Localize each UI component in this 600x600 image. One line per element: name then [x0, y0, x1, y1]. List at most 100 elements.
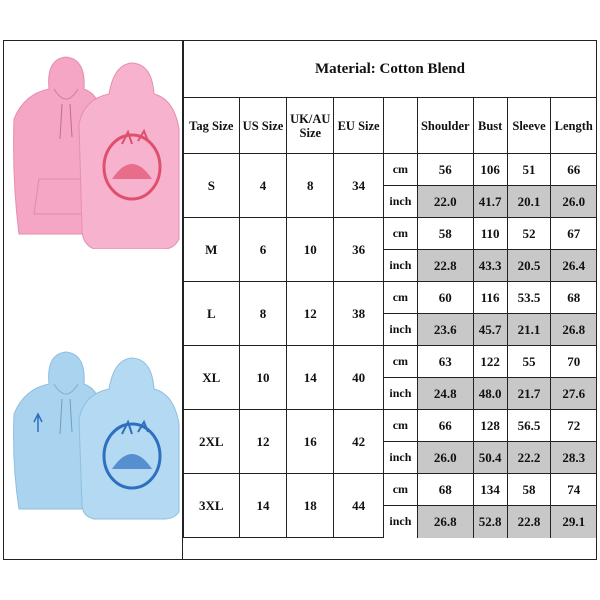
column-header	[382, 97, 418, 154]
column-header: UK/AU Size	[286, 97, 335, 154]
unit-label: cm	[382, 473, 418, 506]
column-header: Tag Size	[183, 97, 240, 154]
inch-value: 26.8	[550, 313, 596, 346]
inch-value: 21.1	[506, 313, 552, 346]
cm-value: 122	[472, 345, 508, 378]
inch-value: 29.1	[550, 505, 596, 538]
cm-value: 58	[506, 473, 552, 506]
inch-value: 21.7	[506, 377, 552, 410]
unit-label: inch	[382, 185, 418, 218]
cm-value: 66	[416, 409, 474, 442]
inch-value: 22.8	[416, 249, 474, 282]
size-chart: Material: Cotton Blend Tag Size US Size UK…	[3, 40, 597, 560]
cm-value: 56	[416, 153, 474, 186]
column-header: Bust	[472, 97, 508, 154]
product-images	[4, 41, 183, 559]
inch-value: 22.2	[506, 441, 552, 474]
column-header: Sleeve	[506, 97, 552, 154]
cm-value: 68	[550, 281, 596, 314]
tag-size: 3XL	[183, 473, 240, 538]
column-header: Shoulder	[416, 97, 474, 154]
cm-value: 106	[472, 153, 508, 186]
inch-value: 22.0	[416, 185, 474, 218]
unit-label: cm	[382, 281, 418, 314]
cm-value: 116	[472, 281, 508, 314]
column-header: EU Size	[333, 97, 384, 154]
cm-value: 55	[506, 345, 552, 378]
eu-size: 38	[333, 281, 384, 346]
uk-size: 18	[286, 473, 335, 538]
tag-size: M	[183, 217, 240, 282]
table-row: M 6 10 36 cm 58 110 52 67	[183, 217, 596, 282]
us-size: 10	[238, 345, 288, 410]
inch-value: 28.3	[550, 441, 596, 474]
table-row: inch 22.8 43.3 20.5 26.4	[184, 249, 596, 282]
inch-value: 23.6	[416, 313, 474, 346]
us-size: 14	[238, 473, 288, 538]
inch-value: 26.0	[550, 185, 596, 218]
tag-size: S	[183, 153, 240, 218]
inch-value: 26.8	[416, 505, 474, 538]
table-row: L 8 12 38 cm 60 116 53.5 68	[183, 281, 596, 346]
table-row: inch 24.8 48.0 21.7 27.6	[184, 377, 596, 410]
table-row: inch 23.6 45.7 21.1 26.8	[184, 313, 596, 346]
unit-label: inch	[382, 441, 418, 474]
cm-value: 70	[550, 345, 596, 378]
blue-hoodie-image	[13, 351, 180, 520]
table-row: 2XL 12 16 42 cm 66 128 56.5 72	[183, 409, 596, 474]
cm-value: 58	[416, 217, 474, 250]
uk-size: 12	[286, 281, 335, 346]
cm-value: 51	[506, 153, 552, 186]
cm-value: 110	[472, 217, 508, 250]
us-size: 6	[238, 217, 288, 282]
unit-label: inch	[382, 249, 418, 282]
us-size: 8	[238, 281, 288, 346]
inch-value: 50.4	[472, 441, 508, 474]
cm-value: 68	[416, 473, 474, 506]
inch-value: 22.8	[506, 505, 552, 538]
inch-value: 20.1	[506, 185, 552, 218]
us-size: 12	[238, 409, 288, 474]
table-row: inch 26.0 50.4 22.2 28.3	[184, 441, 596, 474]
eu-size: 42	[333, 409, 384, 474]
inch-value: 26.0	[416, 441, 474, 474]
pink-hoodie-image	[13, 56, 180, 249]
unit-label: cm	[382, 345, 418, 378]
table-row: 3XL 14 18 44 cm 68 134 58 74	[183, 473, 596, 538]
us-size: 4	[238, 153, 288, 218]
table-row: inch 22.0 41.7 20.1 26.0	[184, 185, 596, 218]
cm-value: 72	[550, 409, 596, 442]
table-row: inch 26.8 52.8 22.8 29.1	[184, 505, 596, 538]
inch-value: 41.7	[472, 185, 508, 218]
size-table: Material: Cotton Blend Tag Size US Size UK…	[183, 41, 596, 538]
cm-value: 134	[472, 473, 508, 506]
inch-value: 48.0	[472, 377, 508, 410]
inch-value: 43.3	[472, 249, 508, 282]
eu-size: 36	[333, 217, 384, 282]
unit-label: inch	[382, 505, 418, 538]
uk-size: 10	[286, 217, 335, 282]
eu-size: 40	[333, 345, 384, 410]
unit-label: cm	[382, 409, 418, 442]
unit-label: inch	[382, 313, 418, 346]
eu-size: 34	[333, 153, 384, 218]
inch-value: 26.4	[550, 249, 596, 282]
eu-size: 44	[333, 473, 384, 538]
cm-value: 63	[416, 345, 474, 378]
column-header: Length	[550, 97, 596, 154]
inch-value: 27.6	[550, 377, 596, 410]
cm-value: 66	[550, 153, 596, 186]
table-row: S 4 8 34 cm 56 106 51 66	[183, 153, 596, 218]
inch-value: 52.8	[472, 505, 508, 538]
unit-label: cm	[382, 153, 418, 186]
column-header: US Size	[238, 97, 288, 154]
inch-value: 45.7	[472, 313, 508, 346]
uk-size: 16	[286, 409, 335, 474]
uk-size: 8	[286, 153, 335, 218]
cm-value: 60	[416, 281, 474, 314]
cm-value: 67	[550, 217, 596, 250]
cm-value: 56.5	[506, 409, 552, 442]
inch-value: 24.8	[416, 377, 474, 410]
tag-size: 2XL	[183, 409, 240, 474]
inch-value: 20.5	[506, 249, 552, 282]
